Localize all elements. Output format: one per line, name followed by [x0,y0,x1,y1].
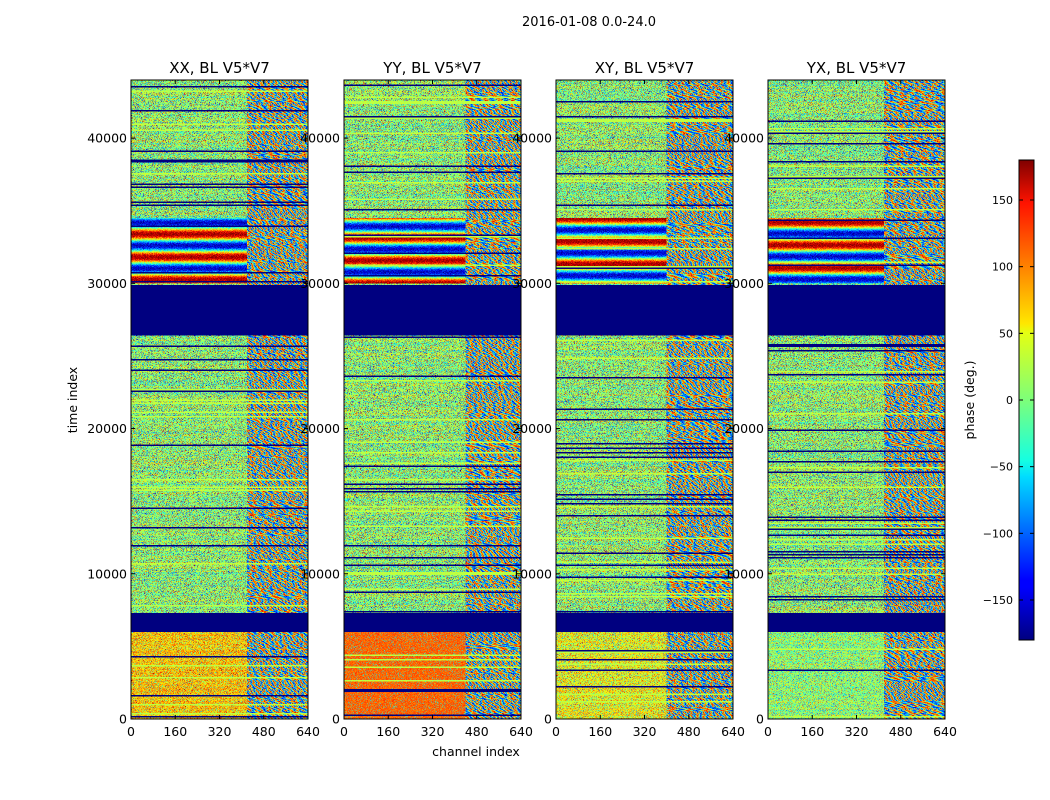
panel-2-ytick-label: 20000 [300,421,340,436]
panel-2-ytick-label: 40000 [300,131,340,146]
colorbar-label: phase (deg.) [962,361,977,440]
x-axis-label: channel index [432,744,520,759]
panel-4: YX, BL V5*V7 0 160 320 480 640 0 10000 20000 3000… [724,59,957,739]
panel-1-ytick-label: 20000 [87,421,127,436]
panel-3-ytick-label: 20000 [512,421,552,436]
colorbar-tick-label: 100 [992,261,1013,274]
panel-3-heatmap-image [556,80,733,719]
panel-4-heatmap-image [768,80,945,719]
panel-1: XX, BL V5*V7 0 160 320 480 640 0 10000 20000 3000… [87,59,320,739]
panel-4-xtick-label: 320 [845,724,869,739]
panel-1-xtick-label: 0 [127,724,135,739]
panel-2-title: YY, BL V5*V7 [382,59,481,77]
panel-1-xtick-label: 480 [252,724,276,739]
panel-1-ytick-label: 30000 [87,276,127,291]
panel-1-title: XX, BL V5*V7 [169,59,270,77]
panel-3-ytick-label: 0 [544,712,552,727]
colorbar-tick-label: 50 [999,327,1013,340]
colorbar-tick-label: −150 [983,594,1013,607]
panel-3-xtick-label: 320 [633,724,657,739]
panel-2: YY, BL V5*V7 0 160 320 480 640 0 10000 20000 3000… [300,59,533,739]
panel-2-xtick-label: 0 [340,724,348,739]
panel-4-ytick-label: 20000 [724,421,764,436]
panel-2-ytick-label: 0 [332,712,340,727]
panel-2-xtick-label: 640 [509,724,533,739]
panel-3: XY, BL V5*V7 0 160 320 480 640 0 10000 20000 3000… [512,59,745,739]
panel-2-ytick-label: 10000 [300,566,340,581]
colorbar-tick-label: 150 [992,194,1013,207]
panel-4-ytick-label: 40000 [724,131,764,146]
panel-1-ytick-label: 0 [119,712,127,727]
panel-3-xtick-label: 0 [552,724,560,739]
panel-1-ytick-label: 40000 [87,131,127,146]
panel-4-xtick-label: 160 [800,724,824,739]
panel-3-title: XY, BL V5*V7 [595,59,695,77]
panel-1-xtick-label: 640 [296,724,320,739]
colorbar-tick-label: −50 [990,461,1013,474]
panel-3-ytick-label: 40000 [512,131,552,146]
colorbar-tick-label: −100 [983,527,1013,540]
panel-4-ytick-label: 10000 [724,566,764,581]
panel-1-heatmap-image [131,80,308,719]
panel-2-ytick-label: 30000 [300,276,340,291]
panels-group: XX, BL V5*V7 0 160 320 480 640 0 10000 20000 3000… [87,59,957,739]
colorbar: 150 100 50 0 −50 −100 −150 phase (deg.) [962,159,1035,641]
panel-4-ytick-label: 0 [756,712,764,727]
panel-4-xtick-label: 640 [933,724,957,739]
panel-4-xtick-label: 480 [889,724,913,739]
panel-4-ytick-label: 30000 [724,276,764,291]
panel-2-xtick-label: 320 [421,724,445,739]
panel-3-ytick-label: 10000 [512,566,552,581]
colorbar-ticks: 150 100 50 0 −50 −100 −150 [983,194,1034,607]
panel-3-ytick-label: 30000 [512,276,552,291]
panel-1-ytick-label: 10000 [87,566,127,581]
panel-1-xtick-label: 160 [163,724,187,739]
panel-3-xtick-label: 640 [721,724,745,739]
panel-3-xtick-label: 480 [677,724,701,739]
panel-2-xtick-label: 160 [376,724,400,739]
figure-title: 2016-01-08 0.0-24.0 [522,15,656,30]
panel-2-heatmap-image [344,80,521,719]
y-axis-label: time index [65,367,80,433]
panel-4-title: YX, BL V5*V7 [806,59,907,77]
panel-2-xtick-label: 480 [465,724,489,739]
colorbar-tick-label: 0 [1006,394,1013,407]
panel-3-xtick-label: 160 [588,724,612,739]
panel-4-xtick-label: 0 [764,724,772,739]
panel-1-xtick-label: 320 [208,724,232,739]
